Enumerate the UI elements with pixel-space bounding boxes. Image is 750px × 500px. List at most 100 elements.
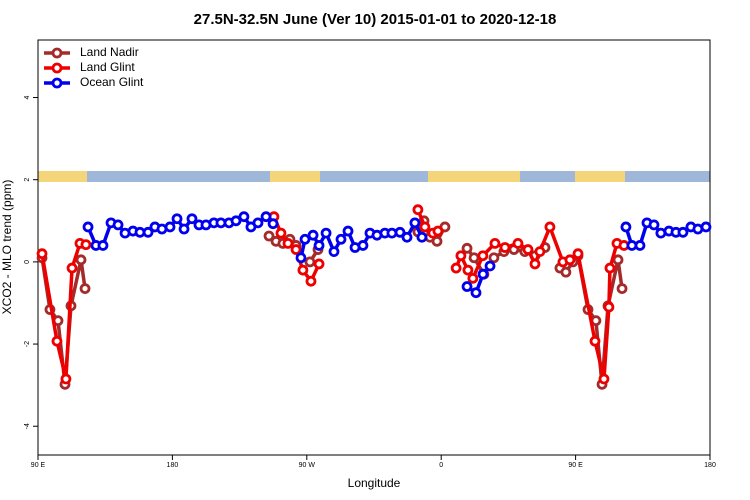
point	[544, 221, 556, 233]
legend-marker	[51, 47, 63, 59]
point	[401, 231, 413, 243]
point	[97, 240, 109, 251]
point	[238, 211, 250, 223]
point	[462, 264, 474, 276]
point	[305, 275, 317, 287]
point	[489, 237, 501, 249]
point	[412, 204, 424, 216]
point	[320, 227, 332, 239]
point	[431, 235, 443, 247]
point	[589, 335, 601, 347]
point	[572, 248, 584, 260]
point	[461, 242, 473, 254]
point	[313, 240, 325, 251]
land-mask-strip	[38, 171, 710, 182]
point	[477, 268, 489, 280]
point	[267, 218, 279, 230]
point	[282, 237, 294, 249]
point	[313, 258, 325, 270]
point	[484, 260, 496, 272]
point	[522, 244, 534, 255]
point	[419, 221, 431, 233]
point	[307, 229, 319, 241]
x-tick-label: 180	[167, 462, 179, 469]
point	[80, 239, 92, 251]
point	[178, 223, 190, 235]
point	[455, 250, 467, 262]
y-tick-label: -4	[24, 423, 31, 429]
point	[142, 226, 154, 238]
y-tick-label: -2	[24, 341, 31, 347]
point	[252, 217, 264, 229]
chart-title: 27.5N-32.5N June (Ver 10) 2015-01-01 to …	[194, 11, 557, 28]
point	[409, 217, 421, 229]
point	[534, 246, 546, 258]
point	[477, 250, 489, 262]
point	[275, 227, 287, 239]
point	[470, 287, 482, 299]
point	[564, 254, 576, 266]
point	[164, 221, 176, 233]
point	[342, 225, 354, 237]
point	[634, 240, 646, 251]
y-axis-label: XCO2 - MLO trend (ppm)	[0, 180, 14, 315]
point	[171, 213, 183, 225]
plot-frame	[37, 39, 711, 456]
point	[297, 264, 309, 276]
point	[51, 335, 63, 347]
point	[263, 230, 275, 242]
point	[512, 237, 524, 249]
point	[36, 248, 48, 260]
x-tick-label: 90 W	[299, 462, 316, 469]
point	[612, 254, 624, 266]
legend-label: Land Nadir	[80, 45, 139, 59]
point	[260, 211, 272, 223]
legend-marker	[51, 77, 63, 89]
point	[677, 226, 689, 238]
point	[648, 219, 660, 231]
point	[461, 281, 473, 292]
point	[529, 258, 541, 270]
point	[60, 373, 72, 385]
point	[432, 225, 444, 237]
legend-marker	[51, 62, 63, 74]
point	[299, 233, 311, 245]
point	[468, 252, 480, 264]
point	[620, 221, 632, 233]
point	[598, 373, 610, 385]
x-tick-label: 90 E	[31, 462, 46, 469]
point	[488, 252, 500, 264]
point	[304, 256, 316, 268]
point	[79, 283, 91, 294]
point	[295, 252, 307, 264]
point	[290, 244, 302, 255]
point	[499, 242, 511, 253]
point	[357, 240, 369, 251]
point	[616, 283, 628, 294]
point	[230, 215, 242, 227]
point	[112, 219, 124, 231]
point	[82, 221, 94, 233]
point	[700, 221, 712, 233]
point	[75, 254, 87, 266]
y-tick-label: 2	[24, 178, 31, 182]
point	[604, 262, 616, 274]
legend-label: Land Glint	[80, 60, 135, 74]
y-tick-label: 4	[24, 95, 31, 99]
point	[328, 246, 340, 258]
point	[186, 213, 198, 225]
x-tick-label: 90 E	[568, 462, 583, 469]
point	[66, 262, 78, 274]
point	[394, 226, 406, 238]
x-tick-label: 180	[704, 462, 716, 469]
point	[335, 233, 347, 245]
point	[450, 262, 462, 274]
x-axis-label: Longitude	[348, 476, 401, 490]
point	[416, 231, 428, 243]
y-tick-label: 0	[24, 260, 31, 264]
x-tick-label: 0	[439, 462, 443, 469]
legend-label: Ocean Glint	[80, 75, 144, 89]
point	[560, 266, 572, 278]
point	[603, 301, 615, 313]
